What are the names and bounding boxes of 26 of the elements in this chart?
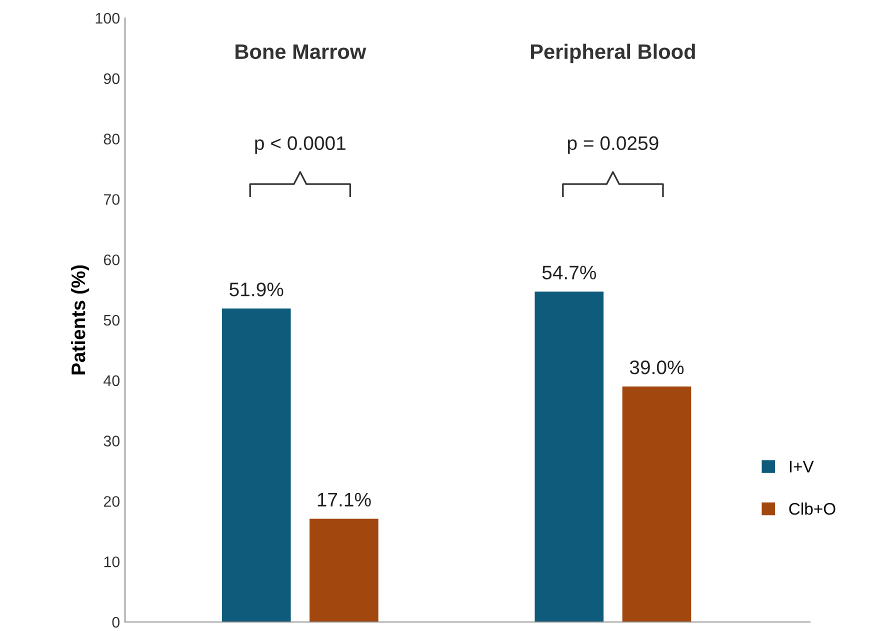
data-label: 51.9% [230, 282, 284, 296]
data-label: 54.7% [542, 266, 596, 280]
data-label: 39.0% [630, 360, 684, 374]
bar [622, 386, 692, 622]
x-tick-label: Bone Marrow [236, 44, 366, 60]
bar [222, 308, 291, 622]
y-tick-label: 70 [104, 194, 120, 205]
annotation: p < 0.0001 [255, 136, 346, 154]
y-tick-label: 10 [104, 556, 120, 568]
y-tick-label: 100 [96, 12, 120, 24]
y-tick-label: 80 [104, 134, 120, 144]
y-tick-label: 20 [104, 496, 120, 507]
legend-label: Clb+O [789, 502, 836, 515]
annotation: p = 0.0259 [568, 136, 658, 154]
legend-label: I+V [790, 460, 814, 472]
y-tick-label: 90 [104, 73, 120, 84]
x-tick-label: Peripheral Blood [530, 44, 695, 64]
bar [310, 518, 378, 622]
y-axis-title: Patients (%) [70, 265, 90, 374]
y-tick-label: 40 [104, 375, 120, 386]
y-tick-label: 30 [104, 436, 120, 446]
y-tick-label: 60 [104, 254, 120, 266]
data-label: 17.1% [318, 492, 371, 506]
y-tick-label: 0 [112, 616, 120, 628]
bar [534, 292, 604, 622]
y-tick-label: 50 [104, 314, 120, 326]
